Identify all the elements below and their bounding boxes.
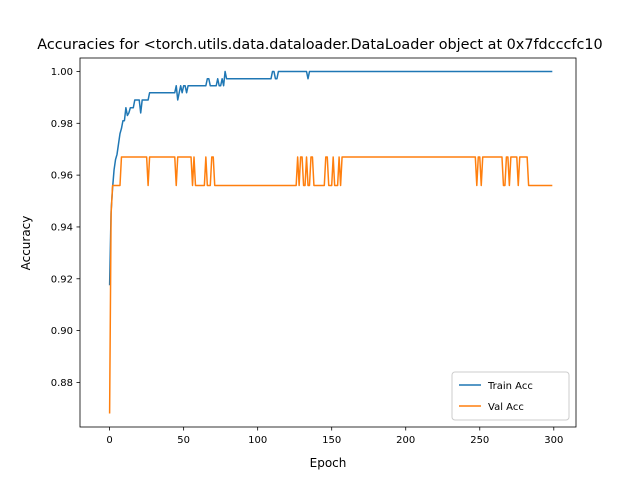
legend: Train Acc Val Acc <box>451 371 570 421</box>
y-tick-label: 1.00 <box>51 67 73 78</box>
x-tick-label: 50 <box>177 435 190 446</box>
y-tick-label: 0.92 <box>51 274 73 285</box>
y-axis-label: Accuracy <box>19 216 33 271</box>
plot-area: 0 50 100 150 200 250 300 0.88 0.90 0.92 0.94 0.96 0.… <box>51 57 577 446</box>
x-tick-label: 100 <box>248 435 267 446</box>
legend-box <box>451 371 570 421</box>
chart-title: Accuracies for <torch.utils.data.dataloa… <box>37 37 602 53</box>
y-tick-label: 0.88 <box>51 378 73 389</box>
y-tick-label: 0.96 <box>51 171 73 182</box>
y-tick-label: 0.98 <box>51 119 73 130</box>
legend-label-0: Train Acc <box>487 381 533 392</box>
x-tick-label: 200 <box>396 435 415 446</box>
y-tick-label: 0.90 <box>51 326 73 337</box>
series-line-0 <box>108 70 553 286</box>
series-line-1 <box>108 156 553 414</box>
x-axis-label: Epoch <box>310 456 347 470</box>
x-tick-label: 150 <box>322 435 341 446</box>
x-tick-label: 300 <box>544 435 563 446</box>
axes-frame <box>79 57 577 428</box>
x-tick-label: 0 <box>106 435 112 446</box>
legend-label-1: Val Acc <box>488 402 524 413</box>
x-tick-label: 250 <box>470 435 489 446</box>
y-tick-label: 0.94 <box>51 223 73 234</box>
